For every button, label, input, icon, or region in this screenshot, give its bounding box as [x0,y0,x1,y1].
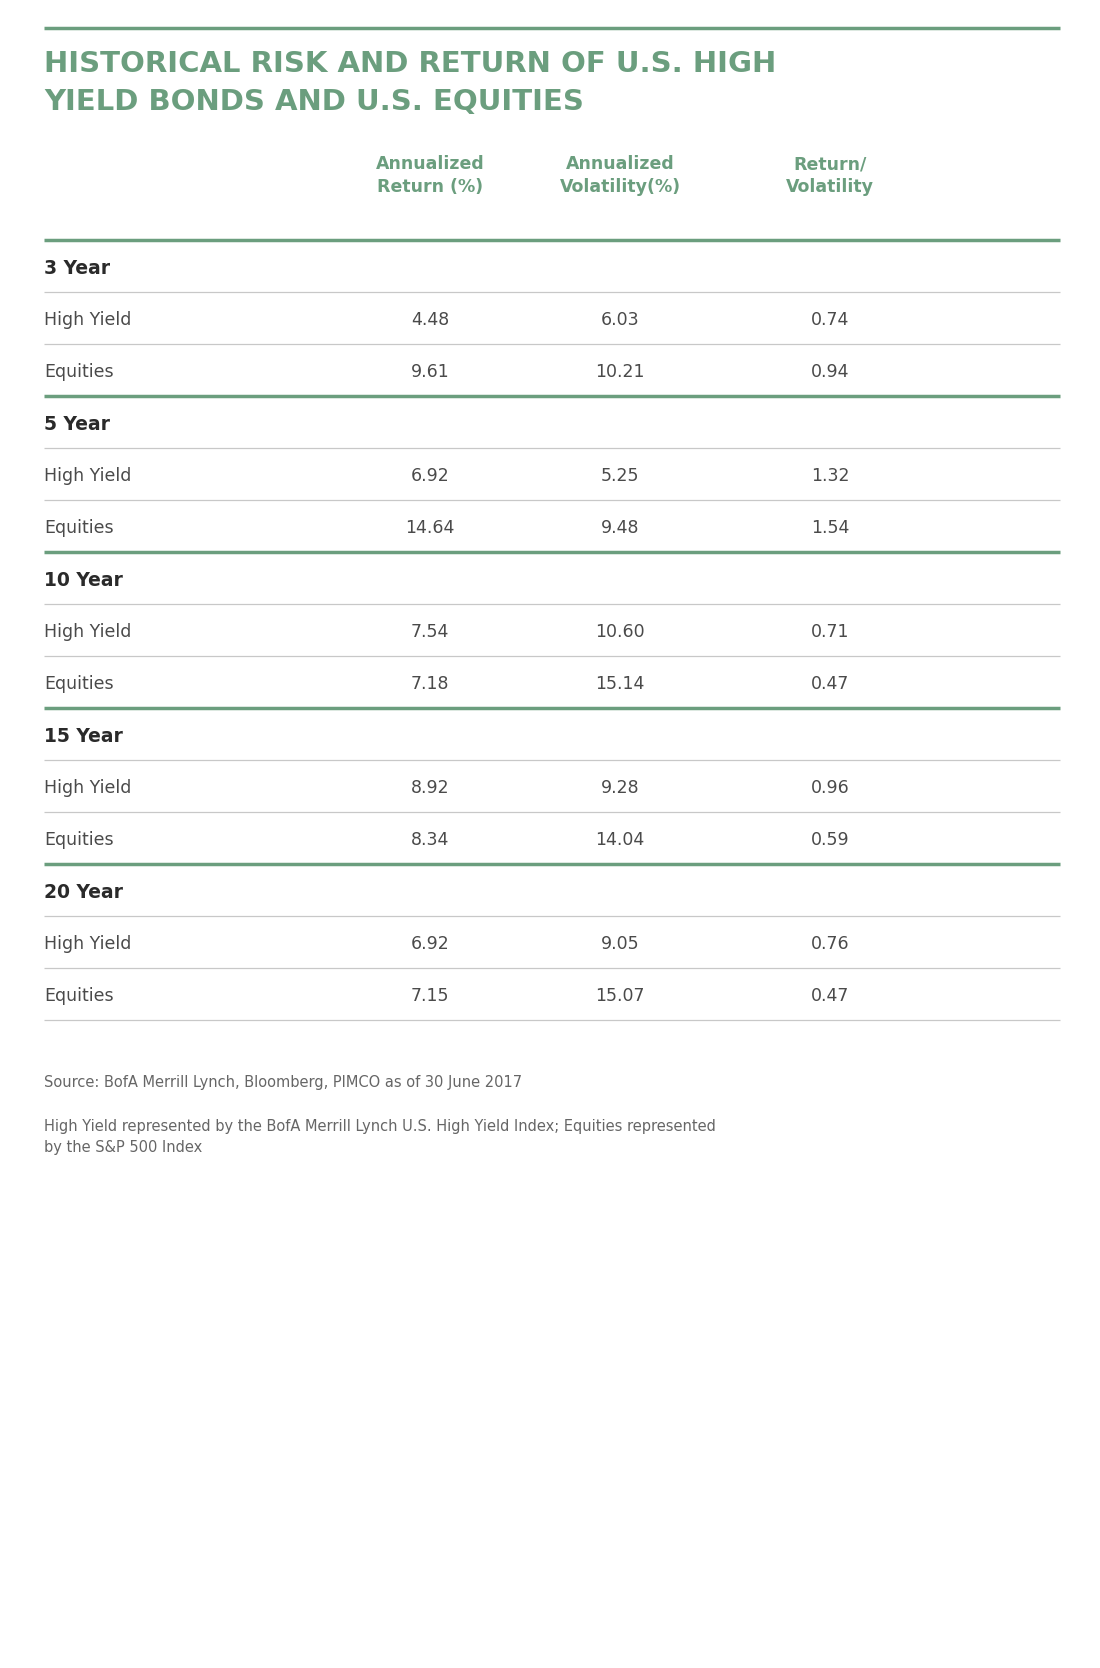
Text: 0.47: 0.47 [811,676,849,692]
Text: 0.74: 0.74 [811,310,849,329]
Text: 0.94: 0.94 [811,364,849,380]
Text: 0.47: 0.47 [811,987,849,1006]
Text: 15.14: 15.14 [595,676,645,692]
Text: 0.71: 0.71 [811,624,849,641]
Text: 15.07: 15.07 [595,987,645,1006]
Text: 8.34: 8.34 [410,831,449,849]
Text: 10.21: 10.21 [595,364,645,380]
Text: 20 Year: 20 Year [44,882,123,901]
Text: 0.76: 0.76 [811,936,849,952]
Text: 6.92: 6.92 [410,936,450,952]
Text: High Yield: High Yield [44,624,131,641]
Text: Equities: Equities [44,831,113,849]
Text: High Yield: High Yield [44,779,131,797]
Text: YIELD BONDS AND U.S. EQUITIES: YIELD BONDS AND U.S. EQUITIES [44,88,584,117]
Text: 10 Year: 10 Year [44,570,123,589]
Text: 3 Year: 3 Year [44,259,110,277]
Text: 0.59: 0.59 [811,831,849,849]
Text: 7.18: 7.18 [410,676,449,692]
Text: Return/
Volatility: Return/ Volatility [786,155,875,195]
Text: High Yield: High Yield [44,467,131,485]
Text: 5.25: 5.25 [601,467,639,485]
Text: High Yield: High Yield [44,936,131,952]
Text: 1.32: 1.32 [811,467,849,485]
Text: 1.54: 1.54 [811,519,849,537]
Text: 6.03: 6.03 [601,310,639,329]
Text: 9.61: 9.61 [410,364,450,380]
Text: 15 Year: 15 Year [44,727,123,746]
Text: 4.48: 4.48 [411,310,449,329]
Text: Annualized
Volatility(%): Annualized Volatility(%) [560,155,681,195]
Text: 8.92: 8.92 [410,779,449,797]
Text: Equities: Equities [44,676,113,692]
Text: HISTORICAL RISK AND RETURN OF U.S. HIGH: HISTORICAL RISK AND RETURN OF U.S. HIGH [44,50,777,78]
Text: 9.05: 9.05 [601,936,639,952]
Text: 9.48: 9.48 [601,519,639,537]
Text: 10.60: 10.60 [595,624,645,641]
Text: 14.64: 14.64 [405,519,454,537]
Text: Equities: Equities [44,987,113,1006]
Text: Annualized
Return (%): Annualized Return (%) [375,155,484,195]
Text: High Yield represented by the BofA Merrill Lynch U.S. High Yield Index; Equities: High Yield represented by the BofA Merri… [44,1119,716,1154]
Text: Equities: Equities [44,364,113,380]
Text: Source: BofA Merrill Lynch, Bloomberg, PIMCO as of 30 June 2017: Source: BofA Merrill Lynch, Bloomberg, P… [44,1074,522,1089]
Text: 5 Year: 5 Year [44,415,110,434]
Text: 7.54: 7.54 [410,624,449,641]
Text: 7.15: 7.15 [410,987,449,1006]
Text: 6.92: 6.92 [410,467,450,485]
Text: 14.04: 14.04 [595,831,645,849]
Text: 9.28: 9.28 [601,779,639,797]
Text: 0.96: 0.96 [811,779,849,797]
Text: Equities: Equities [44,519,113,537]
Text: High Yield: High Yield [44,310,131,329]
